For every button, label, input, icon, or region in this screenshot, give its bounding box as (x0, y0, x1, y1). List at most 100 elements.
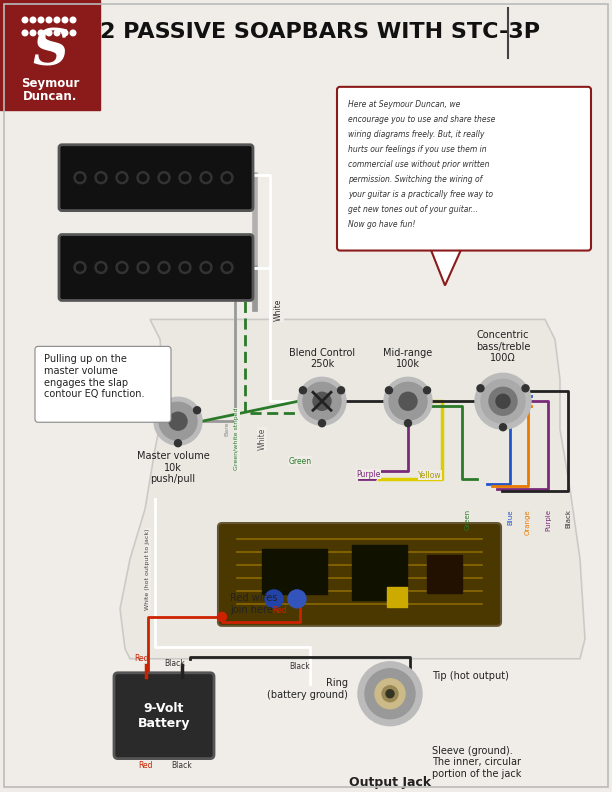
Circle shape (318, 420, 326, 427)
Text: Green: Green (465, 509, 471, 530)
Circle shape (70, 30, 76, 36)
Text: encourage you to use and share these: encourage you to use and share these (348, 115, 495, 124)
Text: Red: Red (273, 607, 287, 615)
Text: Black: Black (565, 509, 571, 528)
Bar (427, 555, 462, 593)
Text: your guitar is a practically free way to: your guitar is a practically free way to (348, 189, 493, 199)
Circle shape (95, 261, 107, 273)
Circle shape (116, 172, 128, 184)
Circle shape (200, 261, 212, 273)
Circle shape (179, 261, 191, 273)
Polygon shape (120, 319, 585, 659)
Circle shape (217, 612, 226, 622)
Circle shape (382, 686, 398, 702)
Circle shape (74, 172, 86, 184)
Text: Here at Seymour Duncan, we: Here at Seymour Duncan, we (348, 100, 460, 109)
Circle shape (97, 264, 105, 271)
Text: Yellow: Yellow (418, 470, 442, 480)
Circle shape (119, 174, 125, 181)
Circle shape (200, 172, 212, 184)
Circle shape (159, 402, 197, 440)
Circle shape (46, 30, 52, 36)
Text: Red: Red (135, 654, 149, 663)
Text: 2 PASSIVE SOAPBARS WITH STC-3P: 2 PASSIVE SOAPBARS WITH STC-3P (100, 22, 540, 42)
Circle shape (298, 377, 346, 425)
FancyBboxPatch shape (35, 346, 171, 422)
Text: Sleeve (ground).
The inner, circular
portion of the jack: Sleeve (ground). The inner, circular por… (432, 745, 521, 779)
Text: 9-Volt
Battery: 9-Volt Battery (138, 702, 190, 729)
Text: wiring diagrams freely. But, it really: wiring diagrams freely. But, it really (348, 130, 484, 139)
Text: Pulling up on the
master volume
engages the slap
contour EQ function.: Pulling up on the master volume engages … (44, 354, 144, 399)
Circle shape (70, 17, 76, 23)
Circle shape (154, 398, 202, 445)
Circle shape (74, 261, 86, 273)
Text: Seymour: Seymour (21, 78, 79, 90)
Circle shape (76, 174, 83, 181)
Text: Black: Black (165, 659, 185, 668)
Text: Bare: Bare (225, 422, 230, 436)
Circle shape (179, 172, 191, 184)
Text: White (hot output to jack): White (hot output to jack) (146, 528, 151, 610)
Text: White: White (258, 428, 266, 451)
Circle shape (386, 690, 394, 698)
Text: Red: Red (139, 760, 153, 770)
Text: Blue: Blue (507, 509, 513, 524)
Circle shape (160, 264, 168, 271)
Bar (352, 545, 407, 600)
Text: Duncan.: Duncan. (23, 90, 77, 103)
Circle shape (160, 174, 168, 181)
Text: Now go have fun!: Now go have fun! (348, 219, 416, 229)
Circle shape (119, 264, 125, 271)
Circle shape (386, 386, 392, 394)
Text: Blend Control
250k: Blend Control 250k (289, 348, 355, 369)
Circle shape (182, 174, 188, 181)
Circle shape (477, 385, 484, 392)
Circle shape (155, 407, 162, 413)
Circle shape (424, 386, 431, 394)
Circle shape (375, 679, 405, 709)
Circle shape (158, 261, 170, 273)
FancyBboxPatch shape (59, 234, 253, 300)
Circle shape (46, 17, 52, 23)
Circle shape (223, 174, 231, 181)
Text: Purple: Purple (356, 470, 380, 478)
Text: Green/white striped: Green/white striped (234, 408, 239, 470)
Circle shape (358, 662, 422, 725)
Circle shape (365, 668, 415, 718)
Circle shape (22, 30, 28, 36)
Circle shape (522, 385, 529, 392)
Text: Black: Black (289, 662, 310, 671)
Text: Orange: Orange (525, 509, 531, 535)
Text: Tip (hot output): Tip (hot output) (432, 671, 509, 681)
Text: Green: Green (288, 457, 312, 466)
Text: hurts our feelings if you use them in: hurts our feelings if you use them in (348, 145, 487, 154)
Text: Concentric
bass/treble
100Ω: Concentric bass/treble 100Ω (476, 330, 530, 364)
Circle shape (30, 17, 35, 23)
Circle shape (499, 424, 507, 431)
Text: Output Jack: Output Jack (349, 775, 431, 789)
Circle shape (384, 377, 432, 425)
Circle shape (62, 17, 68, 23)
Circle shape (389, 383, 427, 421)
Polygon shape (430, 248, 462, 285)
Circle shape (174, 440, 182, 447)
Circle shape (299, 386, 307, 394)
Text: S: S (32, 28, 68, 76)
Circle shape (137, 261, 149, 273)
Circle shape (22, 17, 28, 23)
Circle shape (303, 383, 341, 421)
Text: Red wires
join here: Red wires join here (230, 593, 277, 615)
Text: Ring
(battery ground): Ring (battery ground) (267, 678, 348, 699)
Text: Master volume
10k
push/pull: Master volume 10k push/pull (136, 451, 209, 485)
Circle shape (221, 172, 233, 184)
Circle shape (116, 261, 128, 273)
Circle shape (203, 174, 209, 181)
Circle shape (221, 261, 233, 273)
Text: White: White (274, 299, 283, 321)
Text: Black: Black (171, 760, 192, 770)
Text: Mid-range
100k: Mid-range 100k (383, 348, 433, 369)
Circle shape (182, 264, 188, 271)
FancyBboxPatch shape (59, 145, 253, 211)
Bar (262, 549, 327, 594)
Circle shape (223, 264, 231, 271)
